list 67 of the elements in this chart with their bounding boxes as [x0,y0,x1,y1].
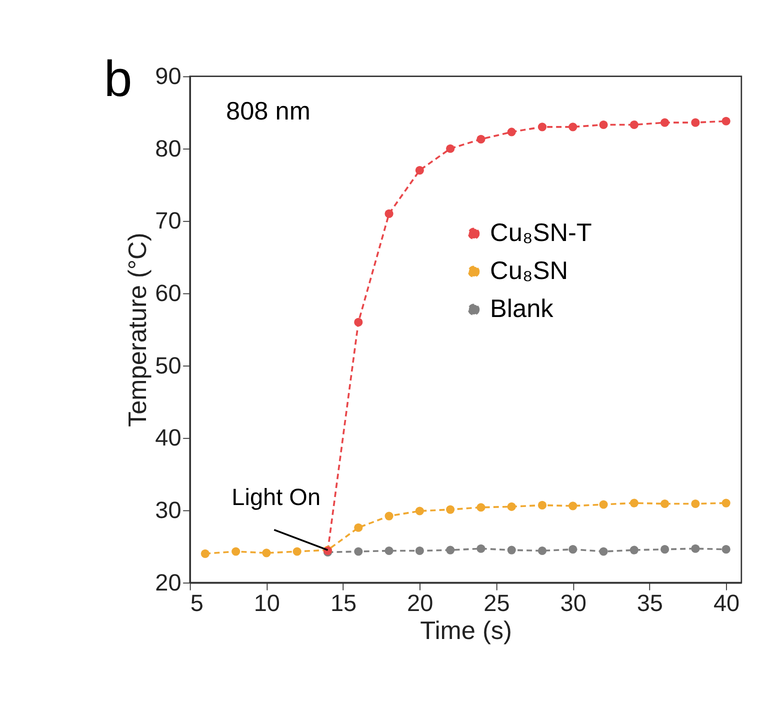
point [354,318,363,326]
point [722,498,730,508]
x-tick-label: 40 [713,590,740,616]
point [384,512,394,520]
y-tick-label: 90 [155,62,182,89]
point [691,544,700,553]
point [722,545,730,554]
point [599,500,608,509]
y-tick-label: 30 [155,496,182,523]
point [262,548,271,558]
y-tick-label: 60 [155,280,182,306]
x-tick-label: 35 [636,590,663,616]
y-axis-title: Temperature (°C) [124,232,152,428]
point [660,545,670,554]
x-tick-label: 10 [254,590,280,616]
point [568,545,578,554]
legend-label: Cu₈SN-T [490,218,592,247]
point [415,546,424,556]
y-tick-label: 40 [155,424,182,451]
point [446,144,455,153]
point [538,546,547,556]
legend-label: Cu₈SN [490,256,568,285]
chart-title: b [104,50,132,108]
y-tick-label: 70 [155,208,182,234]
x-axis-title: Time (s) [420,617,512,646]
point [384,546,394,556]
x-tick-label: 20 [407,590,434,616]
point [446,546,455,554]
y-tick-label: 80 [155,135,182,162]
point [691,118,700,127]
y-tick-label: 50 [155,352,182,378]
y-tick-label: 20 [155,569,182,596]
point [538,122,547,132]
point [292,547,302,556]
point [507,546,516,554]
point [415,506,424,516]
annotation: 808 nm [226,98,310,126]
point [691,499,700,508]
point [507,128,516,136]
point [568,502,578,510]
point [538,500,547,510]
point [660,499,670,508]
point [476,544,486,553]
point [630,546,638,554]
point [476,503,486,512]
annotation: Light On [232,484,321,510]
point [507,502,516,511]
point [568,122,578,132]
point [722,116,730,126]
point [660,118,670,127]
point [354,523,363,532]
point [599,120,608,130]
point [446,505,455,514]
x-tick-label: 15 [330,590,357,616]
point [354,547,363,556]
legend-label: Blank [490,294,554,323]
point [232,547,240,556]
point [630,120,638,130]
x-tick-label: 5 [190,590,204,616]
point [630,498,638,508]
point [384,209,394,218]
point [599,547,608,556]
point [200,549,210,558]
x-tick-label: 25 [484,590,510,616]
point [415,166,424,175]
x-tick-label: 30 [560,590,586,616]
point [476,134,486,144]
